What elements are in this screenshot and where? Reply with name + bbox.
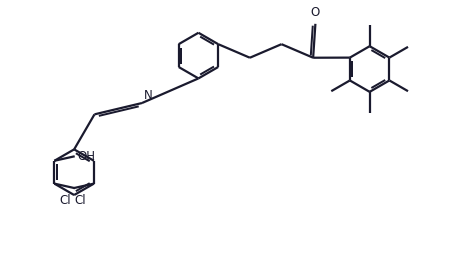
Text: N: N (144, 89, 153, 102)
Text: Cl: Cl (75, 194, 86, 207)
Text: OH: OH (77, 150, 95, 163)
Text: O: O (311, 6, 320, 19)
Text: Cl: Cl (60, 194, 71, 207)
